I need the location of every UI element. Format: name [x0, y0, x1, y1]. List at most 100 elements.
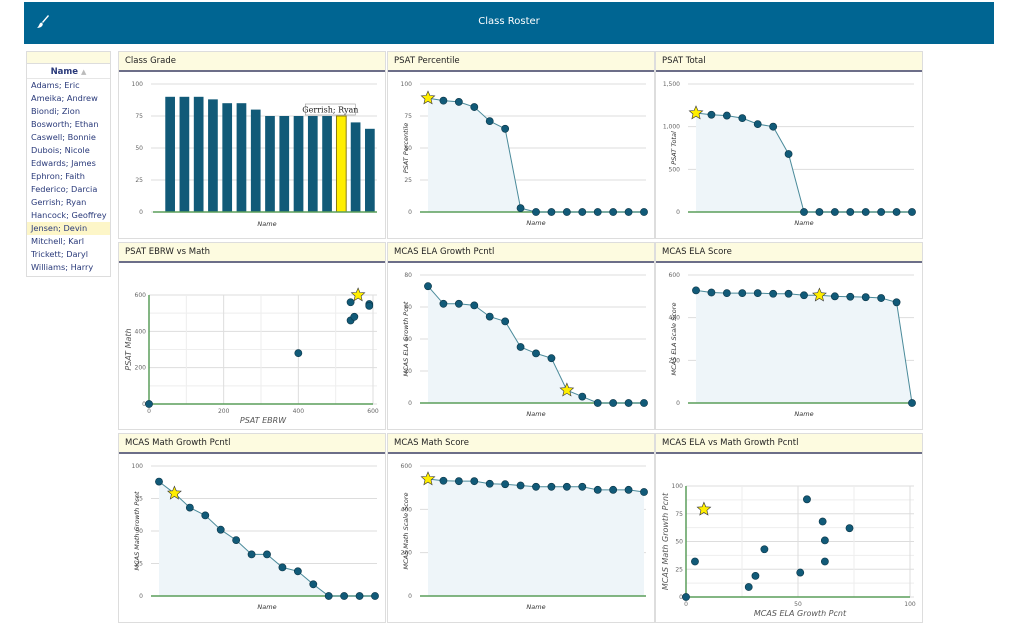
data-point[interactable]: [294, 349, 303, 358]
data-point[interactable]: [861, 208, 870, 216]
highlight-star-point[interactable]: [688, 105, 704, 120]
data-point[interactable]: [470, 301, 479, 310]
data-point[interactable]: [796, 568, 805, 577]
data-point[interactable]: [547, 208, 556, 216]
data-point[interactable]: [501, 124, 510, 133]
data-point[interactable]: [263, 550, 271, 559]
data-point[interactable]: [185, 503, 194, 512]
chart-mcas-math-growth[interactable]: 0 25 50 75 100 MCAS Math Growth Pcnt Name: [119, 454, 385, 622]
data-point[interactable]: [738, 114, 747, 123]
highlight-star-point[interactable]: [559, 382, 575, 397]
data-point[interactable]: [350, 312, 359, 321]
roster-row[interactable]: Ameika; Andrew: [31, 93, 98, 103]
data-point[interactable]: [454, 98, 463, 106]
data-point[interactable]: [707, 288, 716, 297]
data-point[interactable]: [547, 482, 556, 491]
data-point[interactable]: [820, 557, 829, 566]
data-point[interactable]: [738, 289, 747, 298]
data-point[interactable]: [547, 354, 556, 363]
data-point[interactable]: [760, 545, 769, 554]
roster-row[interactable]: Adams; Eric: [31, 80, 80, 90]
data-point[interactable]: [769, 122, 778, 131]
highlight-star-point[interactable]: [812, 287, 827, 302]
bar[interactable]: [179, 96, 190, 212]
data-point[interactable]: [355, 592, 364, 600]
data-point[interactable]: [346, 298, 355, 307]
highlight-star-point[interactable]: [167, 485, 182, 500]
data-point[interactable]: [691, 557, 699, 566]
data-point[interactable]: [830, 208, 839, 216]
data-point[interactable]: [784, 289, 793, 298]
highlight-star-point[interactable]: [420, 90, 436, 105]
data-point[interactable]: [454, 477, 463, 486]
data-point[interactable]: [501, 480, 510, 489]
data-point[interactable]: [861, 293, 870, 302]
data-point[interactable]: [578, 208, 587, 216]
data-point[interactable]: [485, 117, 494, 126]
data-point[interactable]: [845, 524, 854, 533]
bar[interactable]: [279, 116, 290, 212]
bar[interactable]: [208, 99, 218, 212]
chart-mcas-ela-score[interactable]: 0 200 400 600 MCAS ELA Scale Score Name: [656, 263, 922, 429]
data-point[interactable]: [722, 111, 731, 120]
data-point[interactable]: [908, 208, 916, 216]
data-point[interactable]: [769, 289, 778, 298]
name-column-header[interactable]: Name ▲: [27, 64, 110, 79]
data-point[interactable]: [784, 150, 793, 158]
chart-psat-total[interactable]: 0 500 1,000 1,500 PSAT Total Name: [656, 72, 922, 238]
roster-row[interactable]: Williams; Harry: [31, 262, 94, 272]
data-point[interactable]: [751, 572, 760, 580]
highlight-star-point[interactable]: [420, 471, 436, 486]
roster-row[interactable]: Biondi; Zion: [31, 106, 81, 116]
roster-row[interactable]: Ephron; Faith: [31, 171, 85, 181]
roster-row[interactable]: Edwards; James: [31, 158, 96, 168]
data-point[interactable]: [371, 592, 379, 600]
data-point[interactable]: [640, 399, 648, 407]
roster-row[interactable]: Jensen; Devin: [27, 222, 110, 235]
roster-row[interactable]: Federico; Darcia: [31, 184, 98, 194]
data-point[interactable]: [516, 481, 525, 490]
roster-row[interactable]: Dubois; Nicole: [31, 145, 90, 155]
chart-class-grade[interactable]: 0 25 50 75 100 Gerrish; Ryan Name: [119, 72, 385, 238]
data-point[interactable]: [640, 208, 648, 216]
bar[interactable]: [293, 116, 304, 212]
roster-row[interactable]: Trickett; Daryl: [31, 249, 89, 259]
data-point[interactable]: [470, 103, 479, 111]
data-point[interactable]: [501, 317, 510, 326]
bar[interactable]: [222, 103, 233, 212]
data-point[interactable]: [830, 292, 839, 301]
chart-psat-percentile[interactable]: 0 25 50 75 100 PSAT Percentile Name: [388, 72, 654, 238]
data-point[interactable]: [439, 476, 448, 485]
roster-row[interactable]: Mitchell; Karl: [31, 236, 85, 246]
bar[interactable]: [165, 96, 175, 212]
data-point[interactable]: [340, 592, 349, 600]
bar[interactable]: [335, 115, 347, 213]
data-point[interactable]: [818, 517, 827, 526]
data-point[interactable]: [624, 485, 633, 494]
roster-row[interactable]: Gerrish; Ryan: [31, 197, 87, 207]
roster-row[interactable]: Bosworth; Ethan: [31, 119, 99, 129]
data-point[interactable]: [247, 550, 256, 559]
data-point[interactable]: [707, 110, 716, 119]
paintbrush-icon[interactable]: [36, 14, 50, 30]
data-point[interactable]: [578, 392, 587, 401]
data-point[interactable]: [753, 289, 762, 298]
data-point[interactable]: [232, 536, 241, 544]
data-point[interactable]: [682, 593, 690, 601]
data-point[interactable]: [692, 286, 700, 295]
roster-row[interactable]: Hancock; Geoffrey: [31, 210, 107, 220]
data-point[interactable]: [820, 536, 829, 545]
data-point[interactable]: [640, 488, 648, 496]
data-point[interactable]: [609, 399, 618, 407]
data-point[interactable]: [593, 208, 602, 216]
data-point[interactable]: [722, 289, 731, 298]
data-point[interactable]: [892, 208, 901, 216]
data-point[interactable]: [803, 495, 811, 504]
highlight-star-point[interactable]: [696, 501, 712, 516]
data-point[interactable]: [532, 208, 540, 216]
data-point[interactable]: [145, 400, 153, 408]
bar[interactable]: [236, 103, 247, 212]
data-point[interactable]: [877, 294, 886, 302]
data-point[interactable]: [278, 563, 287, 572]
